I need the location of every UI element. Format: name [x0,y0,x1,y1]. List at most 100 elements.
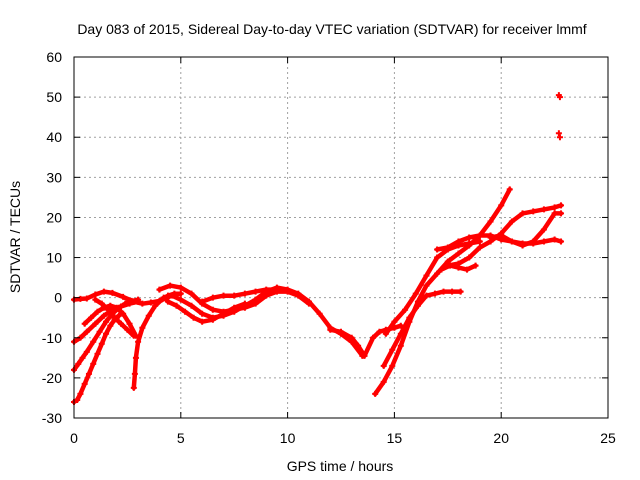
y-tick-label: 60 [46,49,62,65]
x-tick-label: 0 [70,430,78,446]
series-track-f [92,296,137,339]
data-point [85,370,92,377]
x-tick-label: 20 [493,430,509,446]
data-point [220,310,227,317]
data-point [98,340,105,347]
data-point [446,262,453,269]
data-point [555,130,562,137]
data-point [397,342,404,349]
data-point [434,254,441,261]
y-tick-label: 30 [46,169,62,185]
y-axis-label: SDTVAR / TECUs [7,181,23,293]
data-point [231,292,238,299]
data-point [558,202,565,209]
series-line [488,211,564,248]
data-point [389,362,396,369]
data-point [83,295,90,302]
y-tick-label: -20 [42,370,62,386]
series-track-n [380,288,464,369]
y-tick-label: 40 [46,129,62,145]
data-point [252,288,259,295]
data-point [199,310,206,317]
data-point [558,210,565,217]
data-point [382,330,389,337]
data-point [472,262,479,269]
data-point [361,352,368,359]
data-point [145,312,152,319]
data-point [372,390,379,397]
data-point [455,264,462,271]
data-point [94,350,101,357]
data-point [113,304,120,311]
data-point [135,296,142,303]
data-point [508,238,515,245]
data-point [380,362,387,369]
data-point [77,295,84,302]
data-point [231,304,238,311]
data-point [284,288,291,295]
data-point [111,314,118,321]
data-point [107,302,114,309]
data-point [124,326,131,333]
data-point [100,312,107,319]
data-point [370,334,377,341]
data-point [132,354,139,361]
data-point [115,312,122,319]
plot-frame [73,56,609,419]
data-point [397,330,404,337]
data-point [156,286,163,293]
data-point [466,234,473,241]
data-point [177,290,184,297]
series-line [161,285,365,359]
data-point [90,360,97,367]
data-point [464,266,471,273]
data-point [177,284,184,291]
data-point [414,302,421,309]
data-point [530,238,537,245]
data-point [126,320,133,327]
series-track-q [444,202,565,269]
data-point [135,338,142,345]
data-point [519,242,526,249]
x-tick-label: 5 [177,430,185,446]
data-point [434,270,441,277]
data-point [117,320,124,327]
data-point [498,232,505,239]
data-point [81,320,88,327]
data-point [164,298,171,305]
series-track-s [438,262,479,273]
grid [74,57,608,418]
data-point [506,186,513,193]
x-axis-label: GPS time / hours [287,458,394,474]
data-point [389,346,396,353]
data-point [263,286,270,293]
data-point [558,238,565,245]
data-point [131,370,138,377]
data-point [182,308,189,315]
data-point [540,206,547,213]
data-point [100,288,107,295]
data-point [120,310,127,317]
data-point [508,218,515,225]
data-point [449,288,456,295]
data-point [423,272,430,279]
data-point [295,292,302,299]
y-tick-label: -10 [42,330,62,346]
data-point [241,300,248,307]
data-point [466,240,473,247]
data-point [92,291,99,298]
data-point [83,328,90,335]
data-point [81,380,88,387]
data-point [79,354,86,361]
data-point [209,294,216,301]
data-point [487,234,494,241]
y-tick-label: 20 [46,209,62,225]
data-point [74,396,81,403]
data-point [263,292,270,299]
data-point [139,300,146,307]
data-point [94,308,101,315]
data-point [177,296,184,303]
data-point [120,293,127,300]
data-point [423,292,430,299]
data-point [519,210,526,217]
